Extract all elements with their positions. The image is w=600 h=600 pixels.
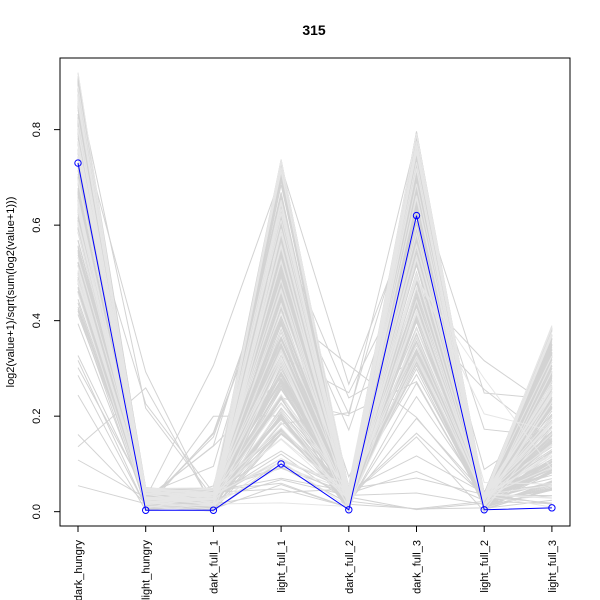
y-tick-label: 0.2 xyxy=(31,409,43,424)
x-tick-label: dark_hungry xyxy=(73,540,85,600)
series-line xyxy=(77,162,552,511)
y-tick-label: 0.4 xyxy=(31,313,43,328)
x-tick-label: dark_full_3 xyxy=(412,540,424,594)
x-tick-label: light_full_2 xyxy=(479,540,491,593)
x-tick-label: light_full_1 xyxy=(276,540,288,593)
background-profile-line xyxy=(77,178,553,512)
x-tick-label: light_full_3 xyxy=(547,540,559,593)
y-tick-label: 0.0 xyxy=(31,504,43,519)
series-point xyxy=(74,159,82,167)
series-point xyxy=(277,460,285,468)
background-profile-line xyxy=(77,126,553,497)
series-point xyxy=(209,506,218,514)
background-profile-line xyxy=(77,142,553,507)
y-axis-label: log2(value+1)/sqrt(sum(log2(value+1))) xyxy=(5,197,17,388)
x-axis: dark_hungry light_hungry dark_full_1 light_… xyxy=(73,525,559,600)
series-point xyxy=(412,211,421,220)
background-profile-line xyxy=(77,210,553,512)
series-point xyxy=(142,506,150,514)
background-profile-line xyxy=(77,203,552,509)
background-profile-line xyxy=(77,72,553,507)
chart-title: 315 xyxy=(302,22,326,38)
series-layer xyxy=(74,159,556,514)
x-tick-label: dark_full_1 xyxy=(208,540,220,594)
y-tick-label: 0.6 xyxy=(31,217,43,232)
y-axis: 0.0 0.2 0.4 0.6 0.8 xyxy=(31,122,61,519)
series-point xyxy=(345,506,353,514)
x-tick-label: light_hungry xyxy=(141,540,153,600)
y-tick-label: 0.8 xyxy=(31,122,43,137)
series-point xyxy=(548,504,556,512)
x-tick-label: dark_full_2 xyxy=(344,540,356,594)
background-profile-line xyxy=(77,155,553,508)
series-point xyxy=(480,506,488,514)
